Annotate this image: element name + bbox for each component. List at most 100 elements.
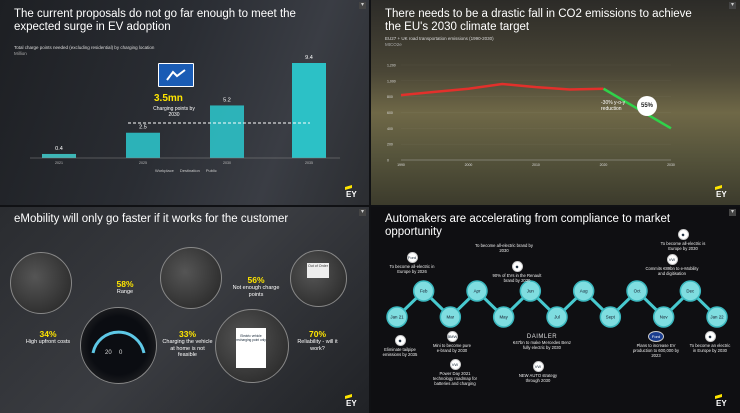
photo-parking-sign: Electric vehicle recharging point only [215,309,289,383]
bar [292,63,326,158]
stat-label: Reliability - will it work? [297,339,338,352]
month-node [706,306,728,328]
month-node [439,306,462,328]
brand-note: 90% of EVs in the Renault brand by 2030 [492,273,542,283]
month-node [679,280,702,302]
month-node [466,280,488,302]
x-tick-label: 2030 [223,161,231,165]
brand-logo: ◆ [394,335,406,346]
brand-daimler: DAIMLER €47bn to make Mercedes Benz full… [511,334,573,350]
slide-title: There needs to be a drastic fall in CO2 … [385,8,692,33]
chart-unit: Million [14,51,27,56]
vw-logo: VW [449,359,461,370]
bar-value-label: 5.2 [223,97,231,103]
stat-value: 33% [178,329,196,339]
photo-ev-car [10,252,72,314]
brand-note: Commits €89bn to e-Mobility and digitisa… [645,266,699,276]
month-label: Nov [660,315,669,320]
bmw-logo: BMW [446,331,458,342]
brand-note: NEW AUTO strategy through 2030 [518,373,558,383]
stat-reliability: 70% Reliability - will it work? [290,329,345,352]
month-label: Jan 21 [390,315,404,320]
ey-logo: EY [716,399,727,408]
stat-range: 58% Range [105,279,145,296]
photo-charging-person [160,247,222,309]
stat-label: Charging the vehicle at home is not feas… [162,339,213,358]
brand-vw-powerday: VW Power Day 2021 technology roadmap for… [431,359,479,386]
svg-text:20: 20 [105,350,112,356]
legend-item: Public [205,168,217,173]
brand-note: To become all-electric is Europe by 2030 [660,241,706,251]
stat-label: Range [116,289,134,295]
daimler-logo: DAIMLER [526,334,558,340]
bar [126,132,160,158]
ford-logo: Ford [648,331,664,342]
stat-value: 70% [308,329,326,339]
range-gauge: 20 0 [80,307,157,384]
x-tick-label: 2000 [465,163,473,167]
brand-europe-2030: ◆ To become all-electric is Europe by 20… [657,229,709,251]
month-label: Sept [606,315,616,320]
month-label: Feb [420,289,428,294]
month-label: Jul [554,315,560,320]
slide-ev-charge-points: ▾ The current proposals do not go far en… [0,0,369,205]
x-tick-label: 2035 [305,161,313,165]
slide-title: eMobility will only go faster if it work… [14,213,289,225]
callout-value: 3.5mn [154,93,183,104]
brand-note: To become all-electric in Europe by 2026 [389,264,435,274]
slide-co2-emissions: ▾ There needs to be a drastic fall in CO… [371,0,740,205]
slide-automakers-timeline: ▾ Automakers are accelerating from compl… [371,207,740,413]
stat-upfront-costs: 34% High upfront costs [18,329,78,346]
slide-customer-concerns: ▾ eMobility will only go faster if it wo… [0,207,369,413]
brand-note: To become an electric in Europe by 2030 [689,343,731,353]
stat-label: Not enough charge points [232,285,280,298]
y-tick-label: 200 [387,143,393,147]
y-tick-label: 600 [387,111,393,115]
timeline: Jan 21 Feb Mar Apr May Jun Jul Aug Sept Oct Nov Dec… [386,280,728,328]
brand-allelectric-2030: To become all-electric brand by 2030 [475,243,533,253]
month-label: Dec [686,289,695,294]
chart-subtitle: EU27 + UK road transportation emissions … [385,36,494,41]
slide-menu-icon[interactable]: ▾ [729,209,736,216]
stat-value: 34% [39,329,57,339]
slide-menu-icon[interactable]: ▾ [359,2,366,9]
brand-note: Power Day 2021 technology roadmap for ba… [433,371,477,386]
stat-label: High upfront costs [25,339,71,345]
ey-logo: EY [716,190,727,199]
month-label: Jan 22 [710,315,724,320]
month-label: Mar [447,315,455,320]
reduction-annotation: -30% y-o-y reduction [601,100,626,112]
brand-logo: ◆ [704,331,716,342]
month-label: Apr [474,289,481,294]
target-badge: 55% [637,96,657,116]
brand-note: Plans to increase EV production to 600,0… [632,343,680,358]
brand-vw-89bn: VW Commits €89bn to e-Mobility and digit… [643,254,701,276]
x-tick-label: 2021 [55,161,63,165]
brand-renault: ◆ 90% of EVs in the Renault brand by 203… [487,261,547,283]
ey-logo: EY [346,190,357,199]
month-label: Aug [580,289,588,294]
y-tick-label: 1,000 [387,79,396,83]
svg-text:0: 0 [119,350,123,356]
slide-menu-icon[interactable]: ▾ [729,2,736,9]
month-label: Jun [527,289,535,294]
x-tick-label: 2010 [532,163,540,167]
ey-logo: EY [346,399,357,408]
legend-item: Destination [179,168,200,173]
y-tick-label: 1,200 [387,64,396,68]
bar-value-label: 2.5 [139,125,147,131]
x-tick-label: 1990 [397,163,405,167]
y-tick-label: 800 [387,95,393,99]
slide-menu-icon[interactable]: ▾ [359,209,366,216]
brand-electric-europe: ◆ To become an electric in Europe by 203… [689,331,731,353]
brand-note: €47bn to make Mercedes Benz fully electr… [513,340,571,350]
out-of-order-sign: Out of Order [307,263,329,278]
month-node [386,306,408,328]
month-node [519,280,542,302]
bar [42,153,76,158]
bar [210,105,244,158]
x-tick-label: 2025 [139,161,147,165]
ford-logo: Ford [406,252,418,263]
stat-value: 56% [247,275,265,285]
bar-value-label: 9.4 [305,55,313,61]
